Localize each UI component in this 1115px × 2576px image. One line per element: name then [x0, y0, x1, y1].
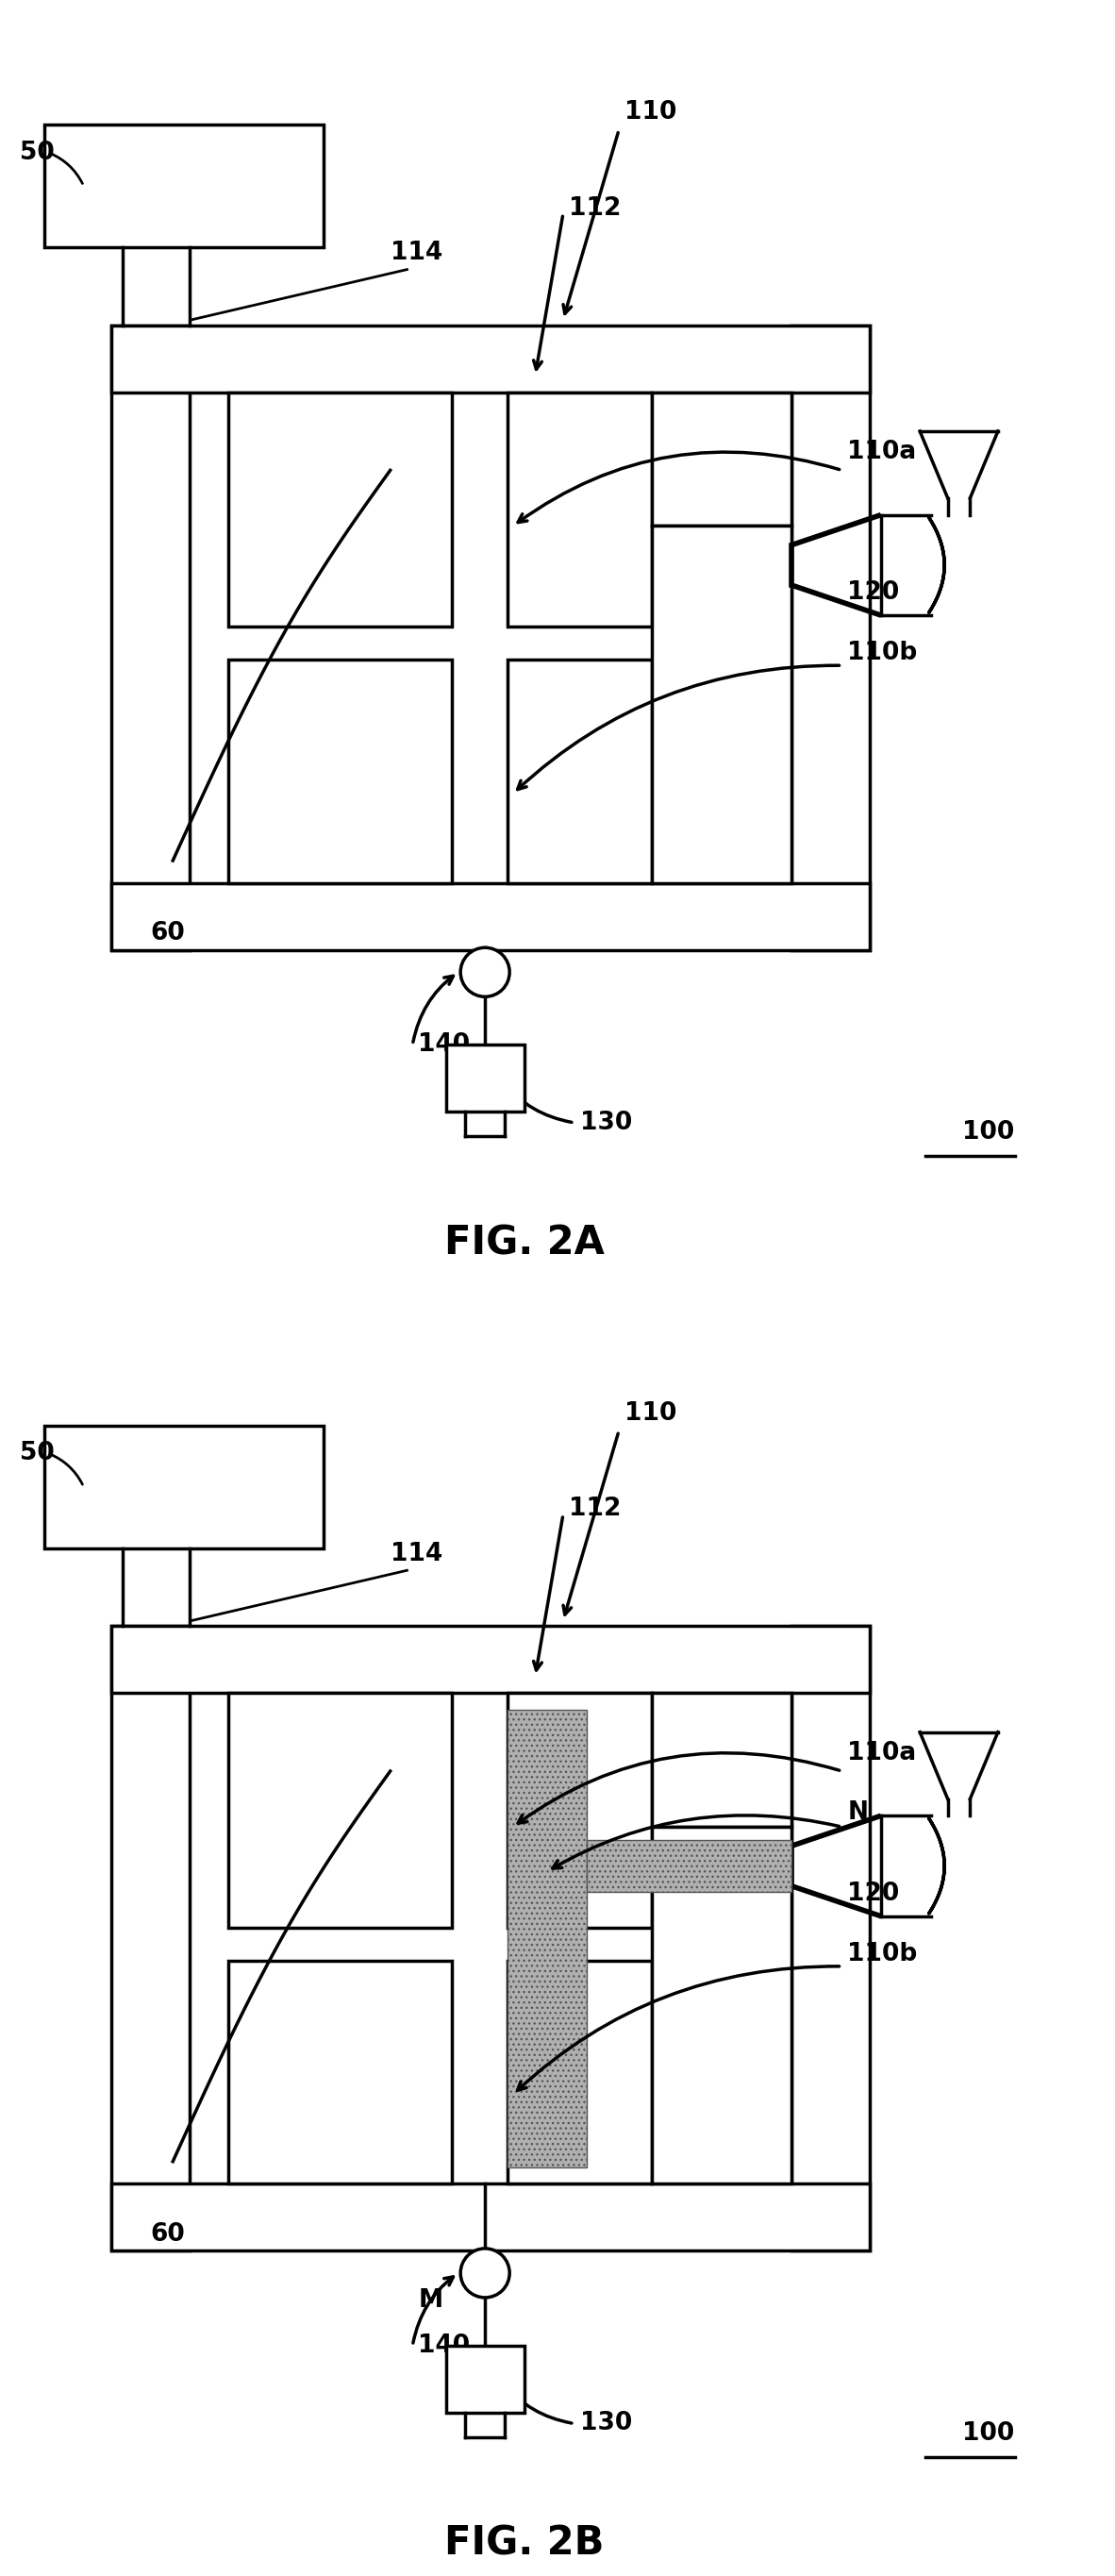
- Text: 110: 110: [624, 1401, 677, 1425]
- Bar: [112, 325, 870, 392]
- Bar: [586, 1839, 792, 1891]
- Text: 110: 110: [624, 100, 677, 124]
- Text: FIG. 2B: FIG. 2B: [444, 2524, 604, 2563]
- Text: 120: 120: [847, 1880, 900, 1906]
- Text: 120: 120: [847, 580, 900, 605]
- Text: FIG. 2A: FIG. 2A: [444, 1224, 604, 1262]
- Bar: [652, 1692, 792, 1826]
- Bar: [507, 1960, 652, 2184]
- Text: 110a: 110a: [847, 1741, 917, 1765]
- Text: 130: 130: [580, 1110, 632, 1136]
- Text: 112: 112: [569, 1497, 621, 1522]
- Text: 114: 114: [390, 1540, 443, 1566]
- Text: 114: 114: [390, 240, 443, 265]
- Text: 100: 100: [962, 2421, 1015, 2447]
- Bar: [229, 1960, 452, 2184]
- Circle shape: [460, 2249, 510, 2298]
- Bar: [112, 884, 870, 951]
- Bar: [45, 124, 323, 247]
- Bar: [112, 1625, 190, 2251]
- Text: 130: 130: [580, 2411, 632, 2437]
- Bar: [652, 1826, 792, 2184]
- Text: 140: 140: [418, 1033, 471, 1056]
- Text: 60: 60: [151, 2221, 185, 2246]
- Bar: [792, 325, 870, 951]
- Bar: [229, 392, 452, 626]
- Bar: [446, 1046, 524, 1113]
- Text: 50: 50: [20, 1440, 55, 1466]
- Text: M: M: [418, 2287, 443, 2313]
- Text: 110b: 110b: [847, 641, 918, 665]
- Circle shape: [460, 948, 510, 997]
- Bar: [507, 659, 652, 884]
- Bar: [652, 392, 792, 526]
- Text: 110b: 110b: [847, 1942, 918, 1965]
- Text: 112: 112: [569, 196, 621, 222]
- Bar: [446, 2347, 524, 2414]
- Bar: [652, 526, 792, 884]
- Bar: [112, 1625, 870, 1692]
- Text: 110a: 110a: [847, 440, 917, 464]
- Bar: [112, 2184, 870, 2251]
- Text: 100: 100: [962, 1121, 1015, 1144]
- Text: 60: 60: [151, 920, 185, 945]
- Bar: [507, 1692, 652, 1927]
- Text: 140: 140: [418, 2334, 471, 2357]
- Bar: [507, 392, 652, 626]
- Bar: [112, 325, 190, 951]
- Text: 50: 50: [20, 139, 55, 165]
- Text: N: N: [847, 1801, 869, 1824]
- Bar: [229, 1692, 452, 1927]
- Bar: [507, 1710, 586, 2166]
- Bar: [792, 1625, 870, 2251]
- Bar: [45, 1425, 323, 1548]
- Bar: [229, 659, 452, 884]
